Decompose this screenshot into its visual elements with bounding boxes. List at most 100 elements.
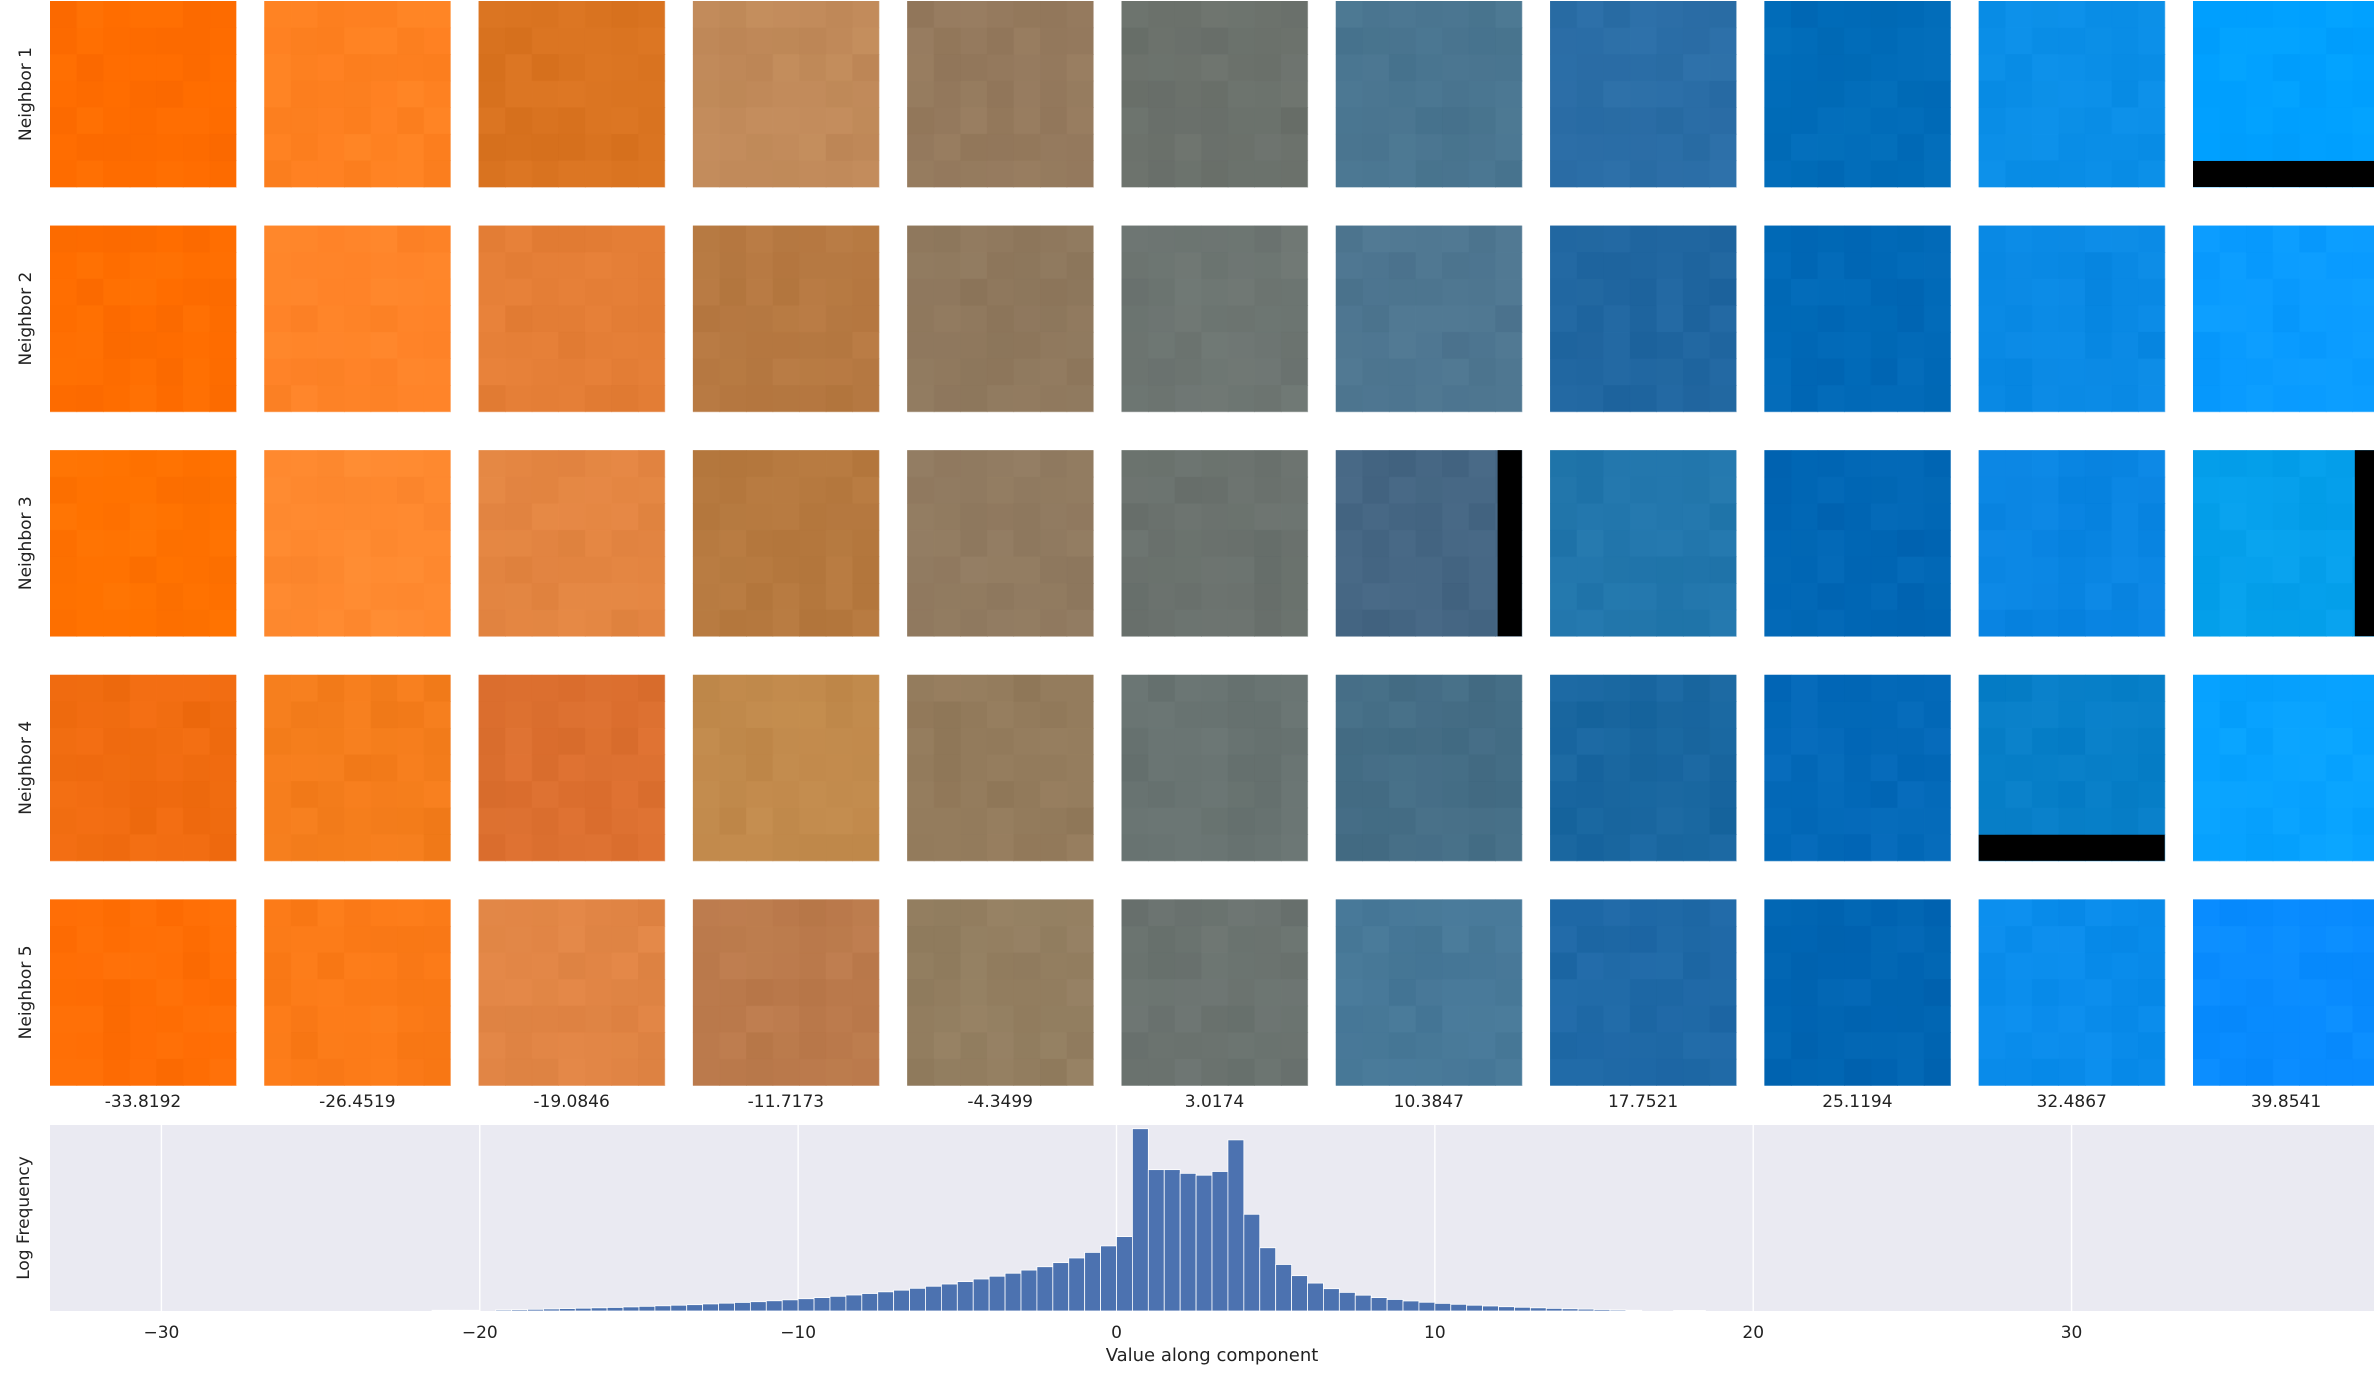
histogram-bar bbox=[1227, 1139, 1245, 1312]
neighbor-image bbox=[692, 450, 880, 637]
histogram-bar bbox=[1625, 1309, 1643, 1312]
histogram-bar bbox=[1338, 1292, 1356, 1312]
histogram-bar bbox=[1466, 1304, 1484, 1312]
histogram-bar bbox=[1004, 1272, 1022, 1312]
histogram-bar bbox=[1116, 1236, 1133, 1312]
neighbor-image bbox=[1121, 225, 1309, 413]
black-padding-bar bbox=[1497, 450, 1522, 637]
histogram-bar bbox=[1370, 1297, 1388, 1312]
histogram-bar bbox=[797, 1298, 815, 1312]
histogram-bar bbox=[972, 1278, 990, 1312]
black-padding-bar bbox=[1978, 834, 2165, 861]
row-label: Neighbor 4 bbox=[16, 721, 36, 815]
column-value-label: 10.3847 bbox=[1394, 1092, 1464, 1112]
histogram-bar bbox=[1402, 1300, 1420, 1312]
x-tick-label: −20 bbox=[462, 1323, 498, 1343]
histogram-bar bbox=[1673, 1310, 1690, 1312]
histogram-bar bbox=[1195, 1174, 1213, 1312]
histogram-bar bbox=[1179, 1172, 1197, 1312]
neighbor-image bbox=[2193, 899, 2374, 1086]
histogram-bar bbox=[654, 1305, 672, 1312]
histogram-bar bbox=[686, 1304, 704, 1312]
histogram-bar bbox=[1036, 1266, 1054, 1312]
neighbor-image bbox=[264, 225, 451, 413]
histogram-bar bbox=[1354, 1294, 1372, 1312]
histogram-bar bbox=[638, 1305, 656, 1312]
histogram-bar bbox=[1052, 1262, 1070, 1312]
histogram-bar bbox=[861, 1293, 879, 1312]
neighbor-image bbox=[50, 674, 237, 862]
histogram-bar bbox=[749, 1301, 767, 1312]
histogram-bar bbox=[1434, 1302, 1452, 1312]
neighbor-image bbox=[2193, 450, 2374, 637]
column-value-label: -4.3499 bbox=[967, 1092, 1033, 1112]
neighbor-image bbox=[907, 450, 1094, 637]
neighbor-image-grid: Neighbor 1 Neighbor 2 Neighbor 3 Neighbor 4… bbox=[16, 1, 2374, 1112]
neighbor-image bbox=[264, 674, 451, 862]
histogram-bar bbox=[1243, 1213, 1261, 1312]
neighbor-image bbox=[1978, 1, 2166, 188]
column-value-label: -33.8192 bbox=[105, 1092, 181, 1112]
neighbor-image bbox=[1335, 450, 1523, 637]
histogram-bar bbox=[1561, 1308, 1579, 1312]
neighbor-image bbox=[1550, 1, 1737, 188]
neighbor-image bbox=[1121, 674, 1309, 862]
histogram-bar bbox=[1514, 1306, 1531, 1312]
neighbor-image bbox=[478, 225, 666, 413]
histogram-bar bbox=[1386, 1299, 1404, 1312]
histogram-bar bbox=[829, 1295, 847, 1312]
neighbor-image bbox=[692, 225, 880, 413]
column-value-label: 32.4867 bbox=[2037, 1092, 2107, 1112]
neighbor-image bbox=[2193, 225, 2374, 413]
neighbor-image bbox=[50, 225, 237, 413]
neighbor-image bbox=[1764, 1, 1951, 188]
histogram-bar bbox=[1084, 1252, 1101, 1312]
neighbor-image bbox=[2193, 674, 2374, 862]
x-tick-label: 20 bbox=[1742, 1323, 1764, 1343]
histogram-bar bbox=[543, 1308, 560, 1312]
neighbor-image bbox=[1121, 899, 1309, 1086]
neighbor-image bbox=[1550, 225, 1737, 413]
neighbor-image bbox=[1335, 1, 1523, 188]
histogram-bar bbox=[877, 1291, 895, 1312]
black-padding-bar bbox=[2193, 160, 2374, 187]
histogram-bar bbox=[1529, 1307, 1547, 1312]
neighbor-image bbox=[478, 1, 666, 188]
histogram-bar bbox=[781, 1299, 799, 1312]
neighbor-image bbox=[907, 674, 1094, 862]
neighbor-image bbox=[692, 1, 880, 188]
neighbor-image bbox=[478, 450, 666, 637]
histogram-bar bbox=[1307, 1282, 1324, 1312]
histogram-bar bbox=[622, 1306, 640, 1312]
neighbor-image bbox=[1335, 899, 1523, 1086]
histogram-bar bbox=[511, 1309, 528, 1312]
histogram-bar bbox=[988, 1275, 1006, 1312]
neighbor-image bbox=[1550, 899, 1737, 1086]
x-tick-label: 10 bbox=[1424, 1323, 1446, 1343]
histogram-bar bbox=[925, 1285, 942, 1312]
histogram-bar bbox=[1100, 1245, 1117, 1312]
neighbor-image bbox=[907, 1, 1094, 188]
histogram-bar bbox=[558, 1308, 576, 1312]
neighbor-image bbox=[1550, 674, 1737, 862]
neighbor-image bbox=[1335, 674, 1523, 862]
column-value-label: -19.0846 bbox=[533, 1092, 609, 1112]
histogram-bar bbox=[718, 1302, 735, 1312]
neighbor-image bbox=[478, 899, 666, 1086]
neighbor-image bbox=[1764, 674, 1951, 862]
histogram-bar bbox=[1163, 1169, 1181, 1312]
row-label: Neighbor 5 bbox=[16, 945, 36, 1039]
histogram-bar bbox=[1211, 1171, 1229, 1312]
row-label: Neighbor 1 bbox=[16, 47, 36, 141]
histogram-bar bbox=[606, 1307, 624, 1312]
histogram-bar bbox=[1132, 1128, 1149, 1312]
column-value-label: 25.1194 bbox=[1822, 1092, 1892, 1112]
neighbor-image bbox=[1335, 225, 1523, 413]
histogram-bar bbox=[845, 1294, 863, 1312]
neighbor-image bbox=[1978, 674, 2166, 862]
neighbor-image bbox=[692, 899, 880, 1086]
neighbor-image bbox=[50, 1, 237, 188]
column-value-label: -26.4519 bbox=[319, 1092, 395, 1112]
neighbor-image bbox=[264, 1, 451, 188]
histogram-bar bbox=[765, 1300, 783, 1312]
